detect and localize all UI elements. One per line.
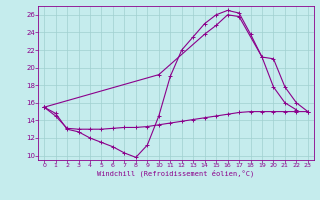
- X-axis label: Windchill (Refroidissement éolien,°C): Windchill (Refroidissement éolien,°C): [97, 170, 255, 177]
